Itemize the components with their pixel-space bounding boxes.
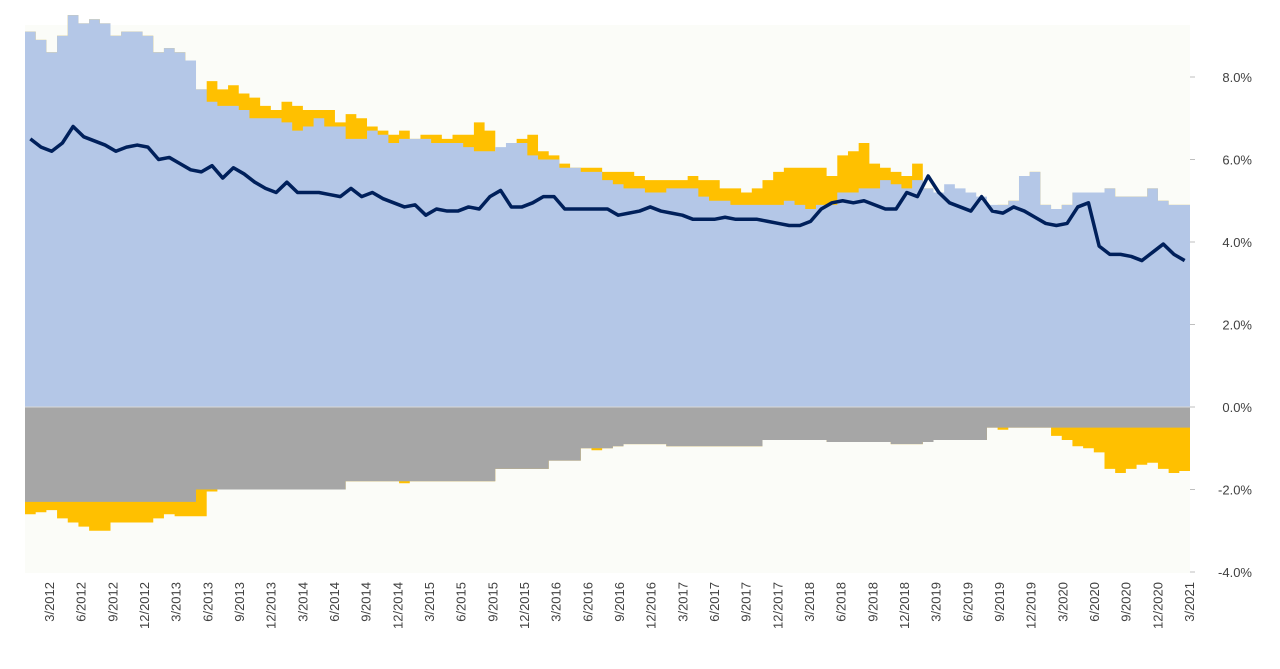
y-tick-label: 4.0% — [1222, 235, 1252, 250]
x-tick-label: 6/2012 — [74, 582, 89, 622]
x-tick-label: 3/2021 — [1182, 582, 1197, 622]
x-tick-label: 9/2012 — [105, 582, 120, 622]
x-tick-label: 9/2018 — [865, 582, 880, 622]
x-tick-label: 12/2012 — [137, 582, 152, 629]
x-tick-label: 3/2017 — [675, 582, 690, 622]
y-tick-label: -4.0% — [1218, 565, 1252, 580]
x-tick-label: 6/2019 — [960, 582, 975, 622]
x-tick-label: 12/2017 — [770, 582, 785, 629]
x-axis: 3/2012 6/2012 9/2012 12/2012 3/2013 6/2013 9/2… — [42, 582, 1197, 629]
y-axis: 8.0% 6.0% 4.0% 2.0% 0.0% -2.0% -4.0% — [1190, 70, 1252, 580]
x-tick-label: 6/2017 — [707, 582, 722, 622]
x-tick-label: 9/2015 — [485, 582, 500, 622]
x-tick-label: 12/2019 — [1024, 582, 1039, 629]
y-tick-label: 6.0% — [1222, 153, 1252, 168]
area-layers — [25, 15, 1190, 531]
x-tick-label: 3/2015 — [422, 582, 437, 622]
y-tick-label: 8.0% — [1222, 70, 1252, 85]
navy-line — [29, 124, 1186, 263]
blue-area — [25, 15, 1190, 407]
y-tick-label: 0.0% — [1222, 400, 1252, 415]
line-layer — [29, 124, 1186, 263]
x-tick-label: 3/2020 — [1055, 582, 1070, 622]
x-tick-label: 3/2012 — [42, 582, 57, 622]
x-tick-label: 12/2018 — [897, 582, 912, 629]
x-tick-label: 12/2016 — [644, 582, 659, 629]
x-tick-label: 3/2018 — [802, 582, 817, 622]
x-tick-label: 3/2014 — [295, 582, 310, 622]
x-tick-label: 6/2018 — [834, 582, 849, 622]
x-tick-label: 6/2015 — [454, 582, 469, 622]
x-tick-label: 3/2013 — [169, 582, 184, 622]
x-tick-label: 6/2014 — [327, 582, 342, 622]
x-tick-label: 12/2020 — [1150, 582, 1165, 629]
y-tick-label: 2.0% — [1222, 318, 1252, 333]
x-tick-label: 9/2020 — [1119, 582, 1134, 622]
x-tick-label: 12/2013 — [264, 582, 279, 629]
x-tick-label: 9/2016 — [612, 582, 627, 622]
x-tick-label: 6/2013 — [200, 582, 215, 622]
x-tick-label: 6/2016 — [580, 582, 595, 622]
x-tick-label: 9/2017 — [739, 582, 754, 622]
gray-area — [25, 407, 1190, 502]
x-tick-label: 3/2019 — [929, 582, 944, 622]
x-tick-label: 12/2015 — [517, 582, 532, 629]
x-tick-label: 9/2013 — [232, 582, 247, 622]
x-tick-label: 3/2016 — [549, 582, 564, 622]
x-tick-label: 9/2014 — [359, 582, 374, 622]
x-tick-label: 6/2020 — [1087, 582, 1102, 622]
x-tick-label: 12/2014 — [390, 582, 405, 629]
x-tick-label: 9/2019 — [992, 582, 1007, 622]
y-tick-label: -2.0% — [1218, 483, 1252, 498]
